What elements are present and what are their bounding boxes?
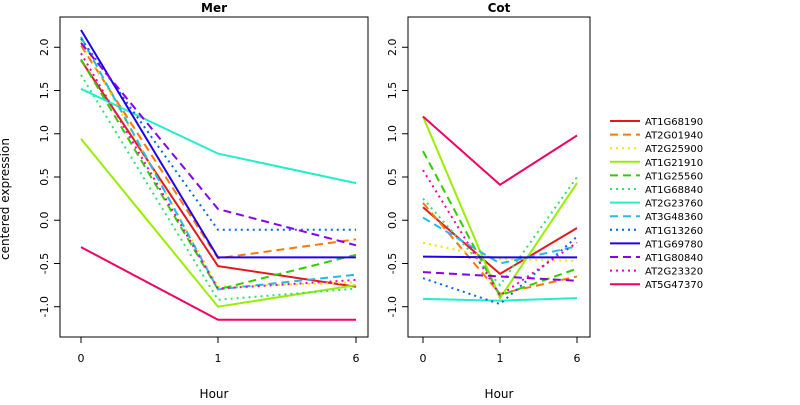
y-tick-label: 1.5	[38, 82, 51, 100]
series-line-at1g68840	[80, 74, 357, 301]
legend-label: AT1G21910	[645, 158, 703, 169]
y-tick-label: 2.0	[386, 39, 399, 57]
x-axis-label: Hour	[485, 387, 514, 400]
x-tick-label: 1	[497, 352, 504, 365]
legend-label: AT2G25900	[645, 144, 703, 155]
y-tick-label: 0.0	[386, 211, 399, 229]
series-line-at1g68840	[422, 176, 578, 287]
legend-label: AT2G23760	[645, 199, 703, 210]
y-tick-label: -0.5	[38, 253, 51, 274]
panel-cot: Cot -1.0 -0.5 0.0 0.5 1.0 1.5 2.0 0 1 6 Hour	[386, 1, 591, 401]
series-line-at1g69780	[80, 29, 356, 259]
legend-label: AT2G23320	[645, 267, 703, 278]
x-tick-label: 6	[574, 352, 581, 365]
legend-label: AT1G80840	[645, 253, 703, 264]
y-tick-label: 0.5	[38, 168, 51, 186]
y-tick-label: 1.0	[38, 125, 51, 143]
x-tick-label: 0	[78, 352, 85, 365]
plot-frame	[59, 16, 369, 338]
series-line-at3g48360	[80, 36, 357, 291]
y-tick-label: 1.5	[386, 82, 399, 100]
legend-label: AT1G69780	[645, 239, 703, 250]
y-axis-label: centered expression	[0, 138, 12, 260]
plot-frame	[407, 16, 591, 338]
series-line-at2g01940	[80, 44, 357, 260]
series-line-at1g69780	[422, 255, 577, 259]
x-tick-label: 0	[420, 352, 427, 365]
legend-label: AT1G13260	[645, 226, 703, 237]
series-line-at3g48360	[422, 216, 578, 265]
series-line-at1g80840	[80, 42, 357, 247]
legend: AT1G68190 AT2G01940 AT2G25900 AT1G21910 AT1G…	[610, 117, 703, 291]
series-line-at1g25560	[422, 150, 578, 297]
series-line-at2g23760	[422, 297, 578, 302]
series-line-at5g47370	[80, 246, 356, 321]
y-tick-label: 1.0	[386, 125, 399, 143]
x-axis-label: Hour	[200, 387, 229, 400]
series-line-at1g68190	[422, 206, 578, 276]
y-tick-label: -1.0	[386, 296, 399, 317]
series-line-at1g21910	[422, 116, 578, 301]
series-line-at1g13260	[80, 38, 356, 231]
panel-title: Cot	[488, 1, 511, 15]
y-tick-label: 2.0	[38, 39, 51, 57]
y-tick-label: -0.5	[386, 253, 399, 274]
panel-mer: Mer -1.0 -0.5 0.0 0.5 1.0 1.5 2.0 0 1 6 Hour	[38, 1, 369, 401]
legend-label: AT3G48360	[645, 212, 703, 223]
series-line-at2g23320	[80, 52, 357, 290]
panel-title: Mer	[201, 1, 227, 15]
legend-label: AT2G01940	[645, 131, 703, 142]
legend-label: AT1G25560	[645, 171, 703, 182]
series-line-at5g47370	[422, 115, 578, 187]
legend-label: AT5G47370	[645, 280, 703, 291]
series-line-at2g25900	[422, 241, 578, 262]
series-line-at2g25900	[80, 39, 357, 288]
y-tick-label: -1.0	[38, 296, 51, 317]
x-tick-label: 6	[353, 352, 360, 365]
legend-label: AT1G68190	[645, 117, 703, 128]
x-tick-label: 1	[215, 352, 222, 365]
series-line-at2g23320	[422, 169, 578, 297]
series-line-at2g23760	[80, 87, 357, 185]
y-tick-label: 0.5	[386, 168, 399, 186]
legend-label: AT1G68840	[645, 185, 703, 196]
y-tick-label: 0.0	[38, 211, 51, 229]
